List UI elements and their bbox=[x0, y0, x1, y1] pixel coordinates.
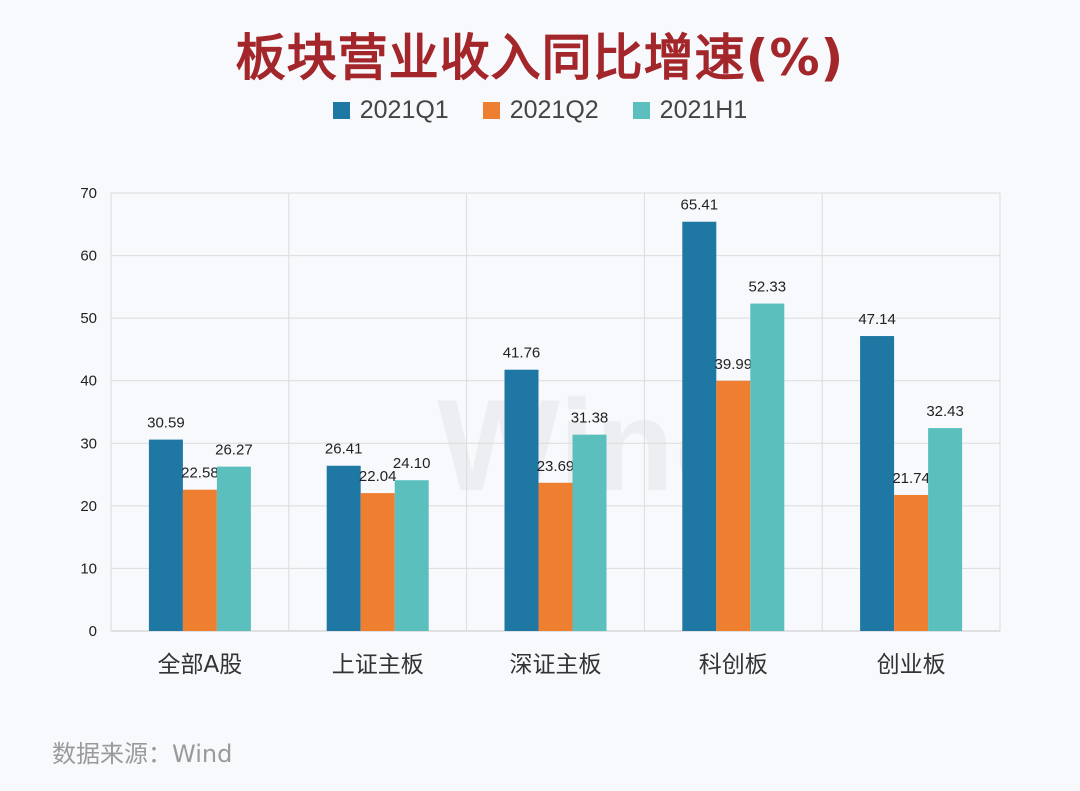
chart-title: 板块营业收入同比增速(%) bbox=[235, 29, 845, 87]
bar-2021h1 bbox=[928, 428, 963, 631]
bar-2021q2 bbox=[716, 380, 751, 631]
bar-2021h1 bbox=[394, 480, 429, 631]
y-tick-label: 70 bbox=[80, 185, 97, 202]
data-label: 31.38 bbox=[571, 410, 609, 427]
data-label: 22.58 bbox=[181, 465, 219, 482]
bar-2021q2 bbox=[182, 489, 217, 631]
legend-item-2021q2: 2021Q2 bbox=[482, 96, 599, 125]
data-label: 24.10 bbox=[393, 455, 431, 472]
bar-2021q2 bbox=[538, 482, 573, 631]
data-label: 47.14 bbox=[858, 311, 896, 328]
data-label: 26.41 bbox=[325, 441, 363, 458]
bar-2021q1 bbox=[148, 439, 183, 631]
bar-2021q2 bbox=[360, 493, 395, 631]
data-label: 21.74 bbox=[892, 470, 930, 487]
data-label: 39.99 bbox=[715, 356, 753, 373]
data-label: 23.69 bbox=[537, 458, 575, 475]
data-label: 32.43 bbox=[926, 403, 964, 420]
x-tick-label: 全部A股 bbox=[158, 652, 243, 678]
data-label: 65.41 bbox=[681, 197, 719, 214]
chart-legend: 2021Q1 2021Q2 2021H1 bbox=[0, 96, 1080, 125]
y-tick-label: 60 bbox=[80, 248, 97, 265]
x-tick-label: 上证主板 bbox=[332, 652, 424, 678]
x-tick-label: 深证主板 bbox=[510, 652, 602, 678]
bar-2021q1 bbox=[504, 369, 539, 631]
bar-2021h1 bbox=[216, 466, 251, 631]
data-label: 26.27 bbox=[215, 442, 253, 459]
y-tick-label: 40 bbox=[80, 373, 97, 390]
legend-label: 2021Q1 bbox=[359, 96, 449, 124]
bar-2021h1 bbox=[572, 434, 607, 631]
y-tick-label: 20 bbox=[80, 498, 97, 515]
bar-2021q1 bbox=[682, 221, 717, 632]
data-label: 41.76 bbox=[503, 345, 541, 362]
legend-swatch bbox=[332, 102, 350, 119]
legend-item-2021q1: 2021Q1 bbox=[332, 96, 449, 125]
legend-item-2021h1: 2021H1 bbox=[632, 96, 748, 125]
y-tick-label: 50 bbox=[80, 310, 97, 327]
data-label: 22.04 bbox=[359, 468, 397, 485]
x-tick-label: 创业板 bbox=[877, 652, 946, 678]
legend-label: 2021Q2 bbox=[509, 96, 599, 124]
legend-swatch bbox=[482, 102, 500, 119]
data-label: 52.33 bbox=[749, 279, 787, 296]
bar-2021q1 bbox=[860, 336, 895, 631]
data-label: 30.59 bbox=[147, 415, 185, 432]
y-tick-label: 30 bbox=[80, 435, 97, 452]
y-tick-label: 0 bbox=[89, 623, 97, 640]
x-tick-label: 科创板 bbox=[699, 652, 768, 678]
data-source-note: 数据来源：Wind bbox=[52, 740, 233, 768]
legend-label: 2021H1 bbox=[659, 96, 748, 124]
legend-swatch bbox=[632, 102, 650, 119]
y-tick-label: 10 bbox=[80, 560, 97, 577]
bar-2021q1 bbox=[326, 465, 361, 631]
bar-2021q2 bbox=[894, 494, 929, 631]
bar-2021h1 bbox=[750, 303, 785, 631]
